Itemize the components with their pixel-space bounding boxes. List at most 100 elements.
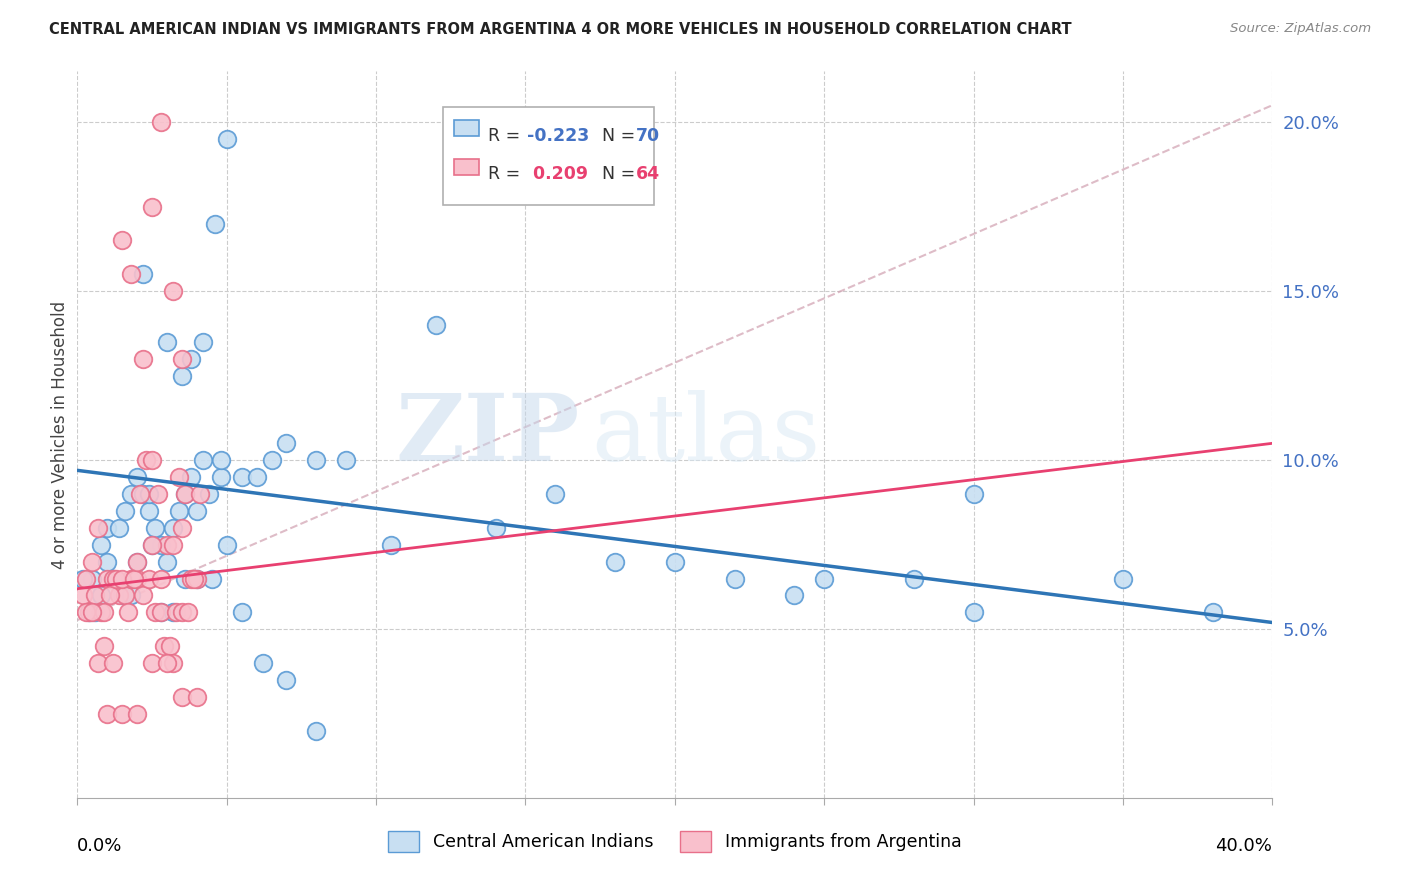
- Point: [1202, 606, 1225, 620]
- Point: [170, 351, 193, 366]
- Point: [305, 723, 328, 738]
- Point: [82, 555, 104, 569]
- Point: [186, 572, 208, 586]
- Point: [108, 589, 131, 603]
- Point: [120, 572, 142, 586]
- Point: [783, 589, 806, 603]
- Text: 64: 64: [636, 165, 659, 183]
- Point: [103, 572, 124, 586]
- Point: [127, 555, 149, 569]
- Point: [96, 706, 118, 721]
- Point: [120, 487, 142, 501]
- Point: [103, 572, 124, 586]
- Point: [162, 656, 184, 670]
- Point: [165, 606, 187, 620]
- Point: [132, 351, 155, 366]
- Point: [305, 453, 328, 467]
- Text: -0.223: -0.223: [527, 127, 589, 145]
- Point: [162, 284, 184, 298]
- Point: [276, 436, 298, 450]
- Point: [138, 504, 160, 518]
- Point: [180, 470, 202, 484]
- Point: [96, 555, 118, 569]
- Point: [135, 453, 157, 467]
- Point: [127, 706, 149, 721]
- Point: [335, 453, 357, 467]
- Point: [90, 589, 112, 603]
- Text: R =: R =: [488, 127, 526, 145]
- Point: [129, 487, 152, 501]
- Point: [103, 656, 124, 670]
- Text: 0.0%: 0.0%: [77, 838, 122, 855]
- Point: [963, 606, 986, 620]
- Point: [108, 521, 131, 535]
- Point: [425, 318, 447, 332]
- Point: [120, 267, 142, 281]
- Point: [174, 572, 197, 586]
- Point: [111, 572, 134, 586]
- Point: [79, 606, 101, 620]
- Legend: Central American Indians, Immigrants from Argentina: Central American Indians, Immigrants fro…: [381, 823, 969, 859]
- Point: [156, 334, 179, 349]
- Text: 70: 70: [636, 127, 659, 145]
- Point: [82, 606, 104, 620]
- Point: [191, 334, 214, 349]
- Point: [111, 234, 134, 248]
- Point: [72, 589, 94, 603]
- Point: [963, 487, 986, 501]
- Point: [75, 572, 97, 586]
- Point: [170, 521, 193, 535]
- Point: [127, 470, 149, 484]
- Point: [143, 606, 166, 620]
- Point: [138, 487, 160, 501]
- Point: [150, 538, 173, 552]
- Point: [84, 606, 107, 620]
- Point: [186, 572, 208, 586]
- Point: [162, 521, 184, 535]
- Point: [209, 470, 232, 484]
- Point: [114, 504, 136, 518]
- Point: [231, 470, 253, 484]
- Point: [111, 589, 134, 603]
- Point: [79, 606, 101, 620]
- Point: [605, 555, 627, 569]
- Point: [174, 487, 197, 501]
- Point: [103, 572, 124, 586]
- Point: [120, 589, 142, 603]
- Point: [183, 572, 205, 586]
- Text: atlas: atlas: [592, 390, 821, 480]
- Point: [156, 656, 179, 670]
- Point: [215, 132, 238, 146]
- Text: Source: ZipAtlas.com: Source: ZipAtlas.com: [1230, 22, 1371, 36]
- Point: [143, 521, 166, 535]
- Point: [188, 487, 211, 501]
- Point: [724, 572, 747, 586]
- Point: [93, 639, 115, 653]
- Point: [170, 368, 193, 383]
- Text: ZIP: ZIP: [395, 390, 579, 480]
- Point: [156, 538, 179, 552]
- Point: [117, 606, 139, 620]
- Point: [90, 606, 112, 620]
- Point: [231, 606, 253, 620]
- Point: [150, 606, 173, 620]
- Point: [276, 673, 298, 687]
- Point: [87, 656, 110, 670]
- Point: [159, 639, 181, 653]
- Point: [380, 538, 402, 552]
- Point: [174, 487, 197, 501]
- Point: [162, 606, 184, 620]
- Text: CENTRAL AMERICAN INDIAN VS IMMIGRANTS FROM ARGENTINA 4 OR MORE VEHICLES IN HOUSE: CENTRAL AMERICAN INDIAN VS IMMIGRANTS FR…: [49, 22, 1071, 37]
- Point: [1112, 572, 1135, 586]
- Point: [132, 487, 155, 501]
- Point: [82, 572, 104, 586]
- Point: [209, 453, 232, 467]
- Point: [186, 690, 208, 704]
- Point: [146, 487, 169, 501]
- Point: [177, 606, 200, 620]
- Point: [813, 572, 835, 586]
- Point: [141, 538, 163, 552]
- Point: [162, 538, 184, 552]
- Point: [141, 453, 163, 467]
- Point: [127, 555, 149, 569]
